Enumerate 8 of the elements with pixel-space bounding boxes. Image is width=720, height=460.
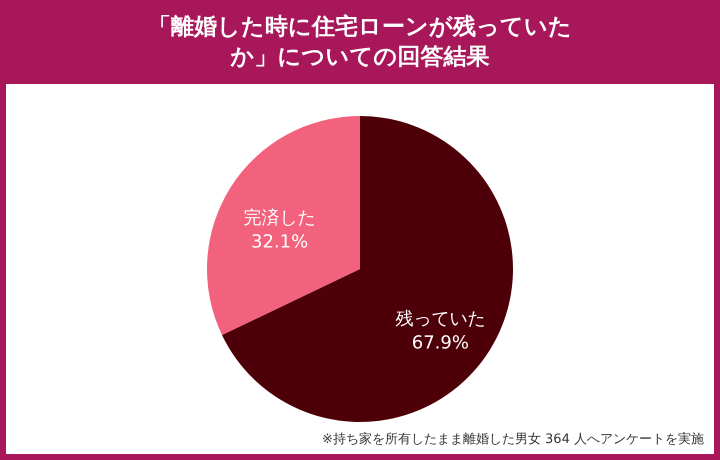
data-label: 32.1% bbox=[251, 231, 308, 252]
data-label: 67.9% bbox=[412, 332, 469, 354]
slice-label: 残っていた bbox=[395, 308, 486, 330]
chart-title: 「離婚した時に住宅ローンが残っていたか」についての回答結果 bbox=[147, 13, 573, 72]
pie-slice bbox=[207, 116, 360, 336]
text: ※持ち家を所有したまま離婚した男女 364 人へアンケートを実施 bbox=[322, 431, 704, 448]
slice-label: 完済した bbox=[244, 207, 316, 228]
pie-slice bbox=[222, 116, 513, 422]
